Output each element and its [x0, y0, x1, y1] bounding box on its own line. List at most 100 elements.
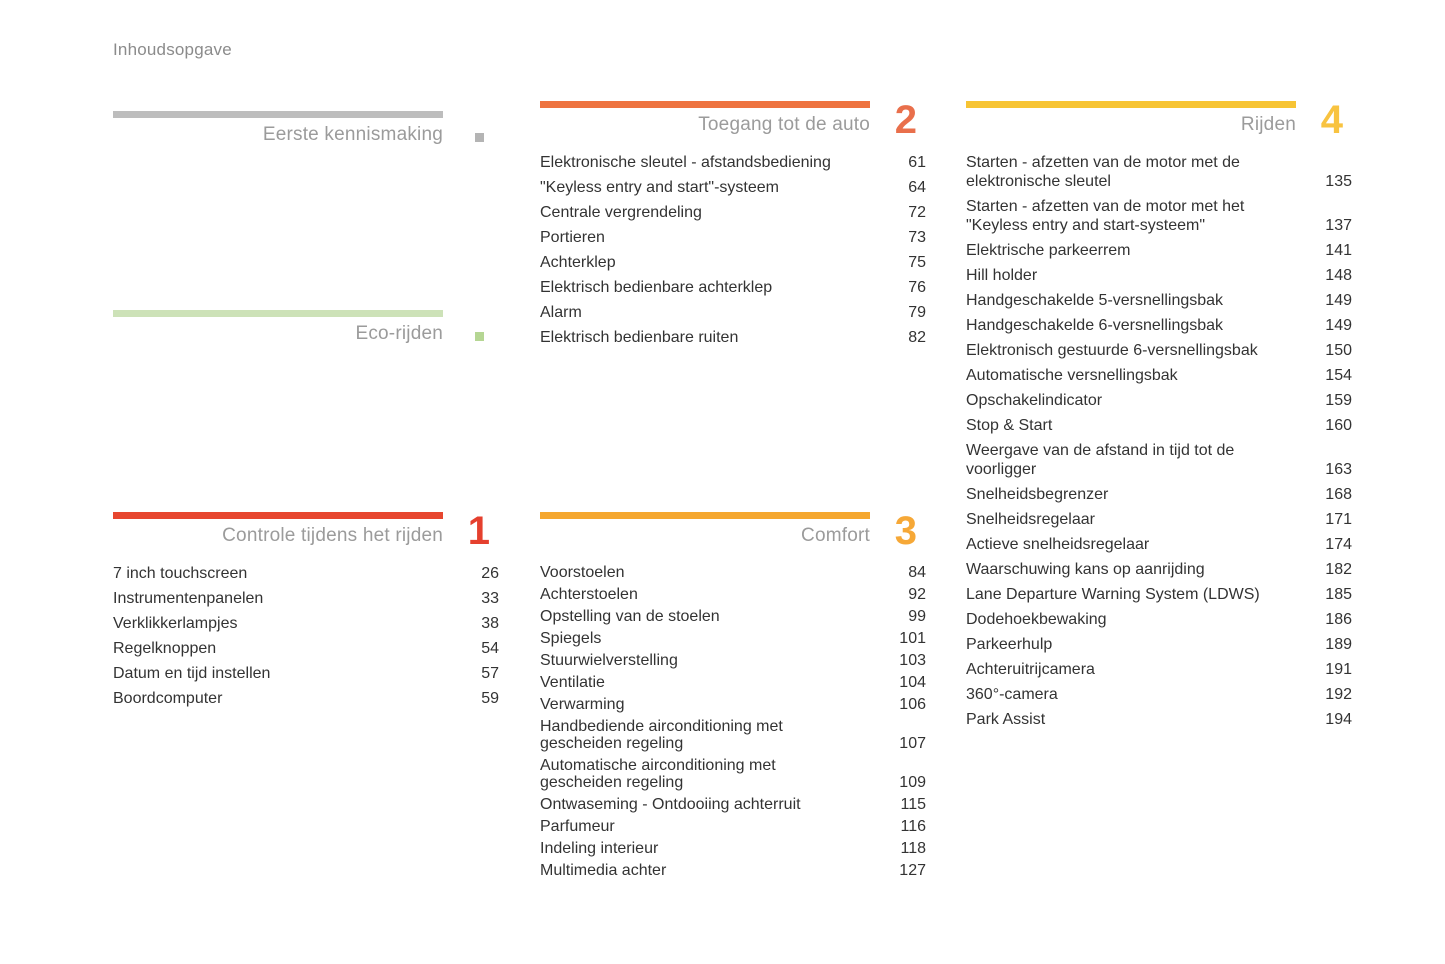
- section-bar: [113, 512, 443, 519]
- toc-entry[interactable]: 360°-camera 192: [966, 685, 1352, 704]
- section-bar: [966, 101, 1296, 108]
- toc-entry[interactable]: Alarm 79: [540, 303, 926, 322]
- toc-entry[interactable]: Achterklep 75: [540, 253, 926, 272]
- entry-page-number: 159: [1325, 392, 1352, 409]
- entry-label: Verklikkerlampjes: [113, 615, 238, 632]
- entry-page-number: 137: [1325, 217, 1352, 234]
- entry-label: Handgeschakelde 5-versnellingsbak: [966, 292, 1224, 309]
- entry-page-number: 64: [908, 179, 926, 196]
- entry-label: Multimedia achter: [540, 862, 667, 879]
- entry-list: Voorstoelen 84 Achterstoelen 92 Opstelling v…: [540, 564, 926, 879]
- entry-page-number: 168: [1325, 486, 1352, 503]
- section-controle-tijdens-het-rijden: Controle tijdens het rijden 1 7 inch tou…: [113, 511, 499, 714]
- toc-entry[interactable]: Dodehoekbewaking 186: [966, 610, 1352, 629]
- toc-entry[interactable]: Starten - afzetten van de motor met de e…: [966, 153, 1352, 191]
- toc-entry[interactable]: Hill holder 148: [966, 266, 1352, 285]
- entry-label: Handgeschakelde 6-versnellingsbak: [966, 317, 1224, 334]
- toc-entry[interactable]: Instrumentenpanelen 33: [113, 589, 499, 608]
- entry-label: Elektrische parkeerrem: [966, 242, 1131, 259]
- entry-label: Datum en tijd instellen: [113, 665, 271, 682]
- entry-label: Waarschuwing kans op aanrijding: [966, 561, 1205, 578]
- entry-label: Elektrisch bedienbare ruiten: [540, 329, 739, 346]
- entry-page-number: 174: [1325, 536, 1352, 553]
- toc-entry[interactable]: Elektrisch bedienbare achterklep 76: [540, 278, 926, 297]
- entry-label: Dodehoekbewaking: [966, 611, 1107, 628]
- entry-page-number: 182: [1325, 561, 1352, 578]
- entry-page-number: 135: [1325, 173, 1352, 190]
- entry-page-number: 148: [1325, 267, 1352, 284]
- entry-page-number: 118: [900, 840, 926, 857]
- square-marker-icon: [475, 332, 484, 341]
- toc-entry[interactable]: Boordcomputer 59: [113, 689, 499, 708]
- toc-entry[interactable]: Opschakelindicator 159: [966, 391, 1352, 410]
- toc-entry[interactable]: Ventilatie 104: [540, 674, 926, 691]
- toc-entry[interactable]: Parkeerhulp 189: [966, 635, 1352, 654]
- toc-entry[interactable]: Waarschuwing kans op aanrijding 182: [966, 560, 1352, 579]
- entry-label: Starten - afzetten van de motor met het …: [966, 198, 1245, 234]
- entry-label: Automatische versnellingsbak: [966, 367, 1178, 384]
- entry-page-number: 57: [481, 665, 499, 682]
- toc-entry[interactable]: Handbediende airconditioning met geschei…: [540, 718, 926, 752]
- section-marker: [443, 133, 499, 142]
- entry-page-number: 84: [908, 564, 926, 581]
- toc-entry[interactable]: Parfumeur 116: [540, 818, 926, 835]
- toc-entry[interactable]: Regelknoppen 54: [113, 639, 499, 658]
- toc-entry[interactable]: Starten - afzetten van de motor met het …: [966, 197, 1352, 235]
- toc-entry[interactable]: "Keyless entry and start"-systeem 64: [540, 178, 926, 197]
- toc-entry[interactable]: Portieren 73: [540, 228, 926, 247]
- toc-entry[interactable]: Automatische versnellingsbak 154: [966, 366, 1352, 385]
- section-title: Rijden: [1240, 114, 1296, 135]
- entry-page-number: 38: [481, 615, 499, 632]
- toc-entry[interactable]: Indeling interieur 118: [540, 840, 926, 857]
- entry-page-number: 75: [908, 254, 926, 271]
- entry-page-number: 59: [481, 690, 499, 707]
- toc-entry[interactable]: Elektrische parkeerrem 141: [966, 241, 1352, 260]
- toc-entry[interactable]: Verklikkerlampjes 38: [113, 614, 499, 633]
- entry-page-number: 107: [899, 735, 926, 752]
- entry-label: Opschakelindicator: [966, 392, 1103, 409]
- toc-entry[interactable]: Achterstoelen 92: [540, 586, 926, 603]
- toc-entry[interactable]: Spiegels 101: [540, 630, 926, 647]
- entry-list: Starten - afzetten van de motor met de e…: [966, 153, 1352, 729]
- entry-page-number: 186: [1325, 611, 1352, 628]
- section-title: Toegang tot de auto: [698, 114, 870, 135]
- entry-label: Stop & Start: [966, 417, 1053, 434]
- toc-entry[interactable]: Stop & Start 160: [966, 416, 1352, 435]
- entry-label: Hill holder: [966, 267, 1038, 284]
- toc-entry[interactable]: Weergave van de afstand in tijd tot de v…: [966, 441, 1352, 479]
- toc-entry[interactable]: Snelheidsbegrenzer 168: [966, 485, 1352, 504]
- toc-entry[interactable]: Opstelling van de stoelen 99: [540, 608, 926, 625]
- toc-entry[interactable]: Achteruitrijcamera 191: [966, 660, 1352, 679]
- entry-label: Actieve snelheidsregelaar: [966, 536, 1150, 553]
- toc-entry[interactable]: Lane Departure Warning System (LDWS) 185: [966, 585, 1352, 604]
- toc-entry[interactable]: Elektronisch gestuurde 6-versnellingsbak…: [966, 341, 1352, 360]
- toc-entry[interactable]: Datum en tijd instellen 57: [113, 664, 499, 683]
- toc-entry[interactable]: Handgeschakelde 5-versnellingsbak 149: [966, 291, 1352, 310]
- entry-label: "Keyless entry and start"-systeem: [540, 179, 779, 196]
- toc-entry[interactable]: Multimedia achter 127: [540, 862, 926, 879]
- toc-entry[interactable]: Automatische airconditioning met geschei…: [540, 757, 926, 791]
- toc-entry[interactable]: Handgeschakelde 6-versnellingsbak 149: [966, 316, 1352, 335]
- toc-entry[interactable]: Ontwaseming - Ontdooiing achterruit 115: [540, 796, 926, 813]
- toc-entry[interactable]: Snelheidsregelaar 171: [966, 510, 1352, 529]
- toc-entry[interactable]: Elektrisch bedienbare ruiten 82: [540, 328, 926, 347]
- toc-entry[interactable]: Park Assist 194: [966, 710, 1352, 729]
- entry-label: Opstelling van de stoelen: [540, 608, 720, 625]
- entry-page-number: 72: [908, 204, 926, 221]
- section-title: Controle tijdens het rijden: [222, 525, 443, 546]
- entry-label: Boordcomputer: [113, 690, 223, 707]
- toc-entry[interactable]: Actieve snelheidsregelaar 174: [966, 535, 1352, 554]
- toc-entry[interactable]: Centrale vergrendeling 72: [540, 203, 926, 222]
- entry-page-number: 82: [908, 329, 926, 346]
- toc-entry[interactable]: Voorstoelen 84: [540, 564, 926, 581]
- entry-page-number: 185: [1325, 586, 1352, 603]
- toc-entry[interactable]: Stuurwielverstelling 103: [540, 652, 926, 669]
- entry-page-number: 189: [1325, 636, 1352, 653]
- entry-label: Stuurwielverstelling: [540, 652, 678, 669]
- toc-entry[interactable]: Verwarming 106: [540, 696, 926, 713]
- toc-entry[interactable]: 7 inch touchscreen 26: [113, 564, 499, 583]
- entry-label: Ventilatie: [540, 674, 605, 691]
- section-number: 3: [894, 509, 917, 553]
- toc-entry[interactable]: Elektronische sleutel - afstandsbedienin…: [540, 153, 926, 172]
- entry-page-number: 103: [899, 652, 926, 669]
